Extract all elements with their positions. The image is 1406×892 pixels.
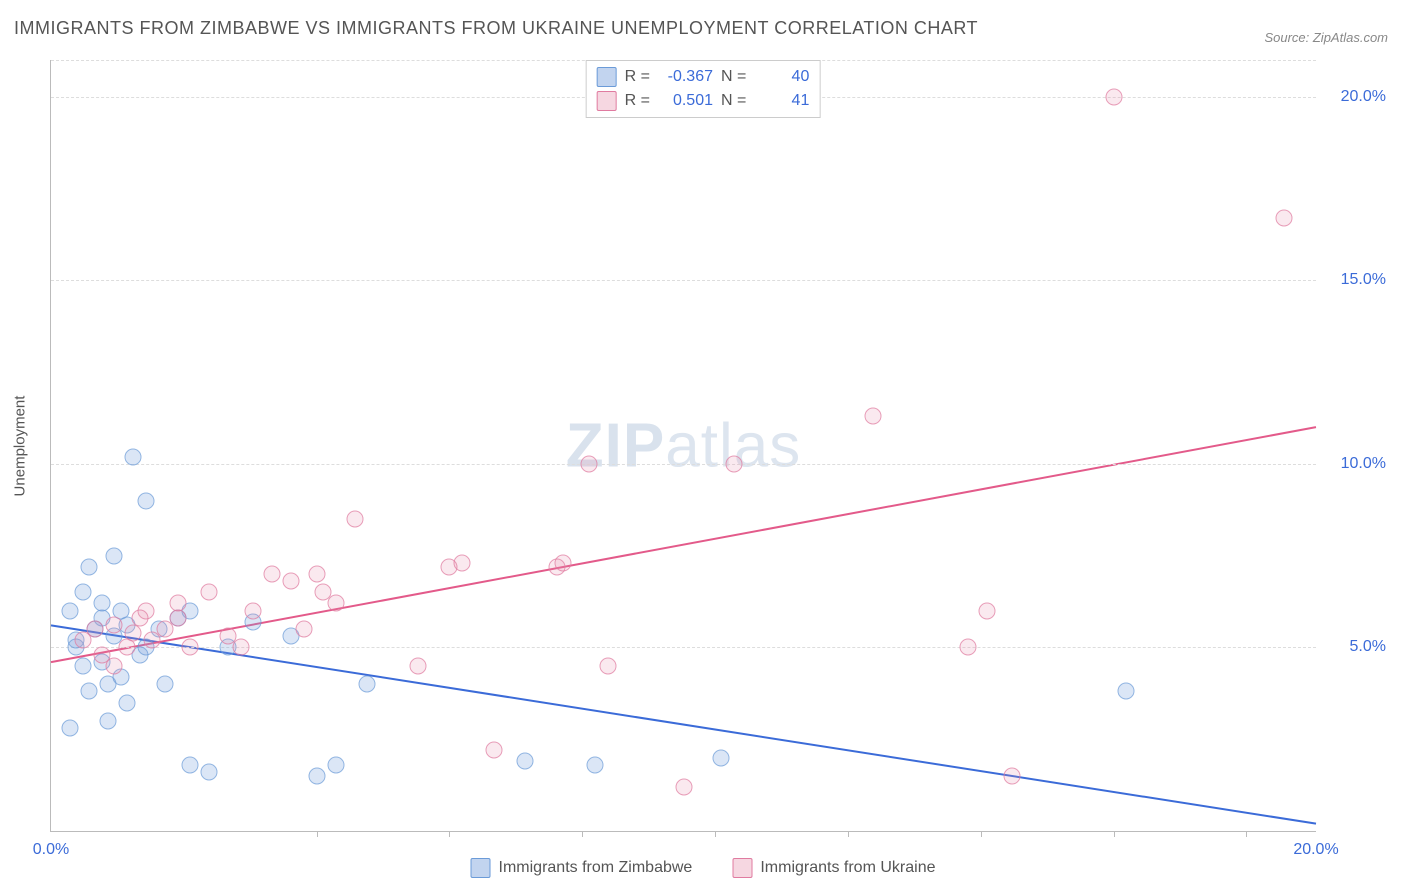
scatter-point <box>87 621 104 638</box>
chart-title: IMMIGRANTS FROM ZIMBABWE VS IMMIGRANTS F… <box>14 18 978 39</box>
scatter-plot-area: ZIPatlas 5.0%10.0%15.0%20.0%0.0%20.0% <box>50 60 1316 832</box>
n-label-2: N = <box>721 92 746 110</box>
n-value-2: 41 <box>754 92 809 110</box>
scatter-point <box>125 624 142 641</box>
scatter-point <box>580 455 597 472</box>
scatter-point <box>74 584 91 601</box>
y-tick-label: 10.0% <box>1326 455 1386 473</box>
scatter-point <box>1004 767 1021 784</box>
scatter-point <box>454 554 471 571</box>
watermark: ZIPatlas <box>566 410 801 481</box>
y-axis-label: Unemployment <box>12 396 29 497</box>
r-label: R = <box>625 68 650 86</box>
scatter-point <box>327 756 344 773</box>
scatter-point <box>283 573 300 590</box>
x-tick-mark <box>715 831 716 837</box>
gridline-h <box>51 280 1316 281</box>
legend-label-2: Immigrants from Ukraine <box>760 859 935 877</box>
x-tick-mark <box>981 831 982 837</box>
r-label-2: R = <box>625 92 650 110</box>
swatch-blue-icon <box>471 858 491 878</box>
x-tick-mark <box>1246 831 1247 837</box>
scatter-point <box>93 595 110 612</box>
y-tick-label: 5.0% <box>1326 638 1386 656</box>
source-attribution: Source: ZipAtlas.com <box>1264 30 1388 45</box>
scatter-point <box>346 510 363 527</box>
legend-item-1: Immigrants from Zimbabwe <box>471 858 693 878</box>
scatter-point <box>409 657 426 674</box>
x-tick-mark <box>317 831 318 837</box>
scatter-point <box>99 712 116 729</box>
n-value-1: 40 <box>754 68 809 86</box>
scatter-point <box>979 602 996 619</box>
swatch-blue-icon <box>597 67 617 87</box>
x-tick-mark <box>449 831 450 837</box>
n-label: N = <box>721 68 746 86</box>
scatter-point <box>137 492 154 509</box>
scatter-point <box>201 764 218 781</box>
scatter-point <box>169 610 186 627</box>
legend-item-2: Immigrants from Ukraine <box>732 858 935 878</box>
scatter-point <box>61 720 78 737</box>
scatter-point <box>555 554 572 571</box>
y-tick-label: 15.0% <box>1326 271 1386 289</box>
r-value-1: -0.367 <box>658 68 713 86</box>
scatter-point <box>675 778 692 795</box>
trend-line <box>51 427 1316 662</box>
bottom-legend: Immigrants from Zimbabwe Immigrants from… <box>471 858 936 878</box>
scatter-point <box>586 756 603 773</box>
scatter-point <box>264 566 281 583</box>
scatter-point <box>61 602 78 619</box>
legend-stats-box: R = -0.367 N = 40 R = 0.501 N = 41 <box>586 60 821 118</box>
scatter-point <box>131 610 148 627</box>
trend-lines-svg <box>51 60 1316 831</box>
swatch-pink-icon <box>597 91 617 111</box>
scatter-point <box>156 676 173 693</box>
scatter-point <box>106 547 123 564</box>
scatter-point <box>232 639 249 656</box>
scatter-point <box>118 694 135 711</box>
x-tick-mark <box>848 831 849 837</box>
legend-stats-row-2: R = 0.501 N = 41 <box>597 89 810 113</box>
scatter-point <box>865 408 882 425</box>
scatter-point <box>359 676 376 693</box>
scatter-point <box>308 767 325 784</box>
scatter-point <box>106 657 123 674</box>
swatch-pink-icon <box>732 858 752 878</box>
y-tick-label: 20.0% <box>1326 88 1386 106</box>
scatter-point <box>182 756 199 773</box>
scatter-point <box>125 448 142 465</box>
x-tick-label: 0.0% <box>33 841 69 859</box>
scatter-point <box>1118 683 1135 700</box>
scatter-point <box>726 455 743 472</box>
r-value-2: 0.501 <box>658 92 713 110</box>
x-tick-mark <box>582 831 583 837</box>
scatter-point <box>106 617 123 634</box>
scatter-point <box>245 602 262 619</box>
legend-label-1: Immigrants from Zimbabwe <box>499 859 693 877</box>
scatter-point <box>1276 209 1293 226</box>
x-tick-mark <box>1114 831 1115 837</box>
legend-stats-row-1: R = -0.367 N = 40 <box>597 65 810 89</box>
scatter-point <box>201 584 218 601</box>
scatter-point <box>485 742 502 759</box>
scatter-point <box>960 639 977 656</box>
x-tick-label: 20.0% <box>1293 841 1338 859</box>
scatter-point <box>169 595 186 612</box>
scatter-point <box>713 749 730 766</box>
scatter-point <box>296 621 313 638</box>
gridline-h <box>51 464 1316 465</box>
scatter-point <box>80 683 97 700</box>
scatter-point <box>118 639 135 656</box>
scatter-point <box>327 595 344 612</box>
scatter-point <box>308 566 325 583</box>
scatter-point <box>74 657 91 674</box>
watermark-zip: ZIP <box>566 411 665 480</box>
scatter-point <box>517 753 534 770</box>
scatter-point <box>182 639 199 656</box>
scatter-point <box>80 558 97 575</box>
scatter-point <box>599 657 616 674</box>
scatter-point <box>1105 88 1122 105</box>
